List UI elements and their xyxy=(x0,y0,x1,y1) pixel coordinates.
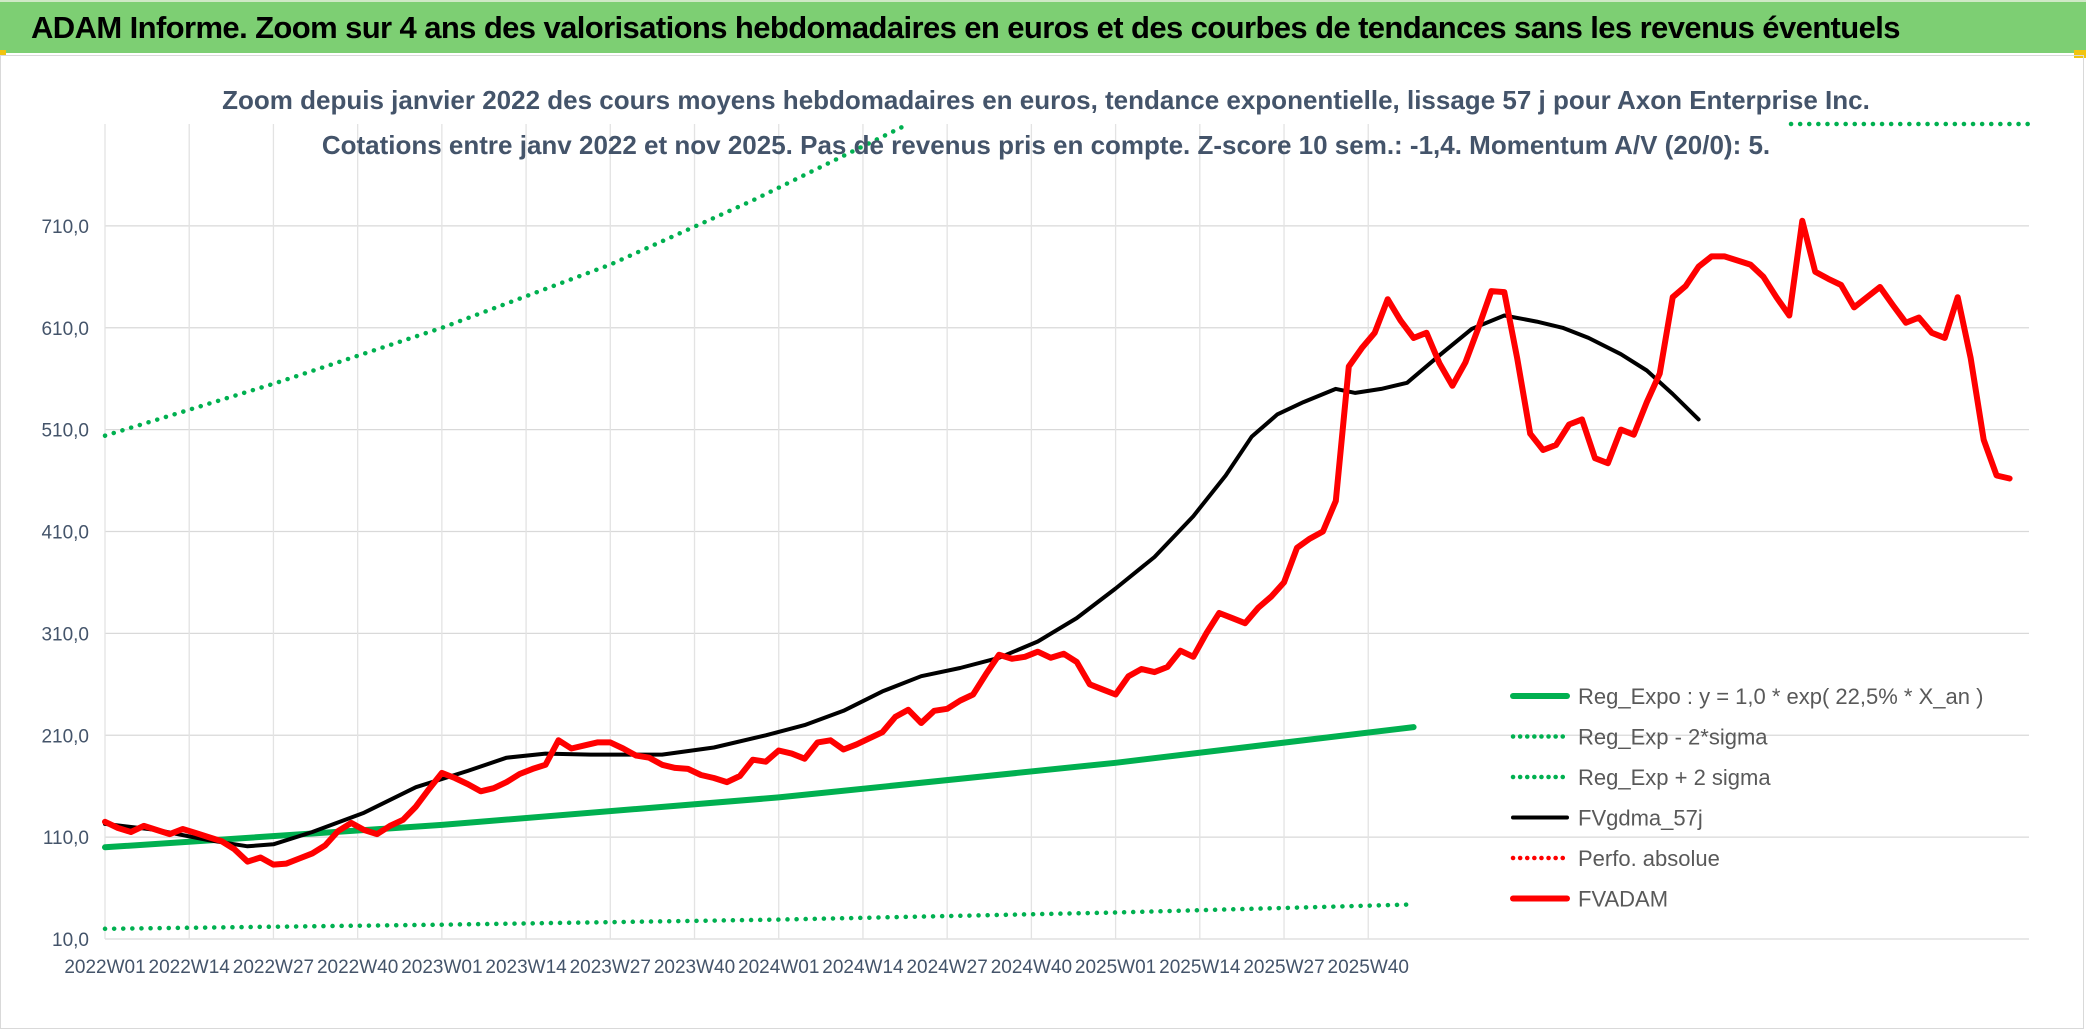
x-tick-label: 2024W14 xyxy=(822,957,904,978)
y-tick-label: 110,0 xyxy=(43,828,89,849)
x-tick-label: 2022W01 xyxy=(64,957,145,978)
x-tick-label: 2023W01 xyxy=(401,957,482,978)
y-tick-label: 410,0 xyxy=(41,523,89,544)
line-chart: Zoom depuis janvier 2022 des cours moyen… xyxy=(41,85,2032,978)
chart-title-line-1: Zoom depuis janvier 2022 des cours moyen… xyxy=(222,85,1870,115)
series-line-3 xyxy=(103,313,1701,849)
legend-label: Reg_Exp + 2 sigma xyxy=(1578,765,1771,790)
y-tick-label: 210,0 xyxy=(41,726,89,747)
report-title: ADAM Informe. Zoom sur 4 ans des valoris… xyxy=(31,10,1901,45)
y-tick-label: 10,0 xyxy=(52,930,89,951)
grid-layer xyxy=(104,124,2029,940)
legend-label: FVADAM xyxy=(1578,887,1668,912)
x-tick-label: 2022W27 xyxy=(233,957,314,978)
x-tick-label: 2022W14 xyxy=(149,957,231,978)
y-tick-label: 710,0 xyxy=(41,217,89,238)
banner-accent-right xyxy=(2074,50,2086,58)
x-tick-label: 2025W27 xyxy=(1243,957,1324,978)
x-tick-label: 2023W14 xyxy=(485,957,567,978)
x-axis-ticks: 2022W01 2022W14 2022W27 2022W40 2023W01 2023W… xyxy=(64,957,1409,978)
x-tick-label: 2025W14 xyxy=(1159,957,1241,978)
x-tick-label: 2024W01 xyxy=(738,957,819,978)
x-tick-label: 2022W40 xyxy=(317,957,398,978)
y-tick-label: 310,0 xyxy=(41,624,89,645)
series-layer xyxy=(102,121,2032,932)
legend-label: Reg_Exp - 2*sigma xyxy=(1578,725,1768,750)
report-banner: ADAM Informe. Zoom sur 4 ans des valoris… xyxy=(0,0,2086,53)
series-line-1 xyxy=(102,902,1416,932)
x-tick-label: 2024W27 xyxy=(906,957,987,978)
y-tick-label: 510,0 xyxy=(41,421,89,442)
x-tick-label: 2023W27 xyxy=(570,957,651,978)
y-axis-ticks: 10,0 110,0 210,0 310,0 410,0 510,0 610,0 710,0 xyxy=(41,217,89,951)
legend-label: Reg_Expo : y = 1,0 * exp( 22,5% * X_an ) xyxy=(1578,684,1983,709)
banner-accent-left xyxy=(0,50,6,55)
x-tick-label: 2023W40 xyxy=(654,957,735,978)
legend-label: Perfo. absolue xyxy=(1578,846,1720,871)
legend-label: FVgdma_57j xyxy=(1578,806,1703,831)
chart-legend: Reg_Expo : y = 1,0 * exp( 22,5% * X_an )… xyxy=(1510,684,1983,912)
x-tick-label: 2024W40 xyxy=(991,957,1072,978)
x-tick-label: 2025W01 xyxy=(1075,957,1156,978)
series-line-0 xyxy=(102,724,1417,851)
chart-title-line-2: Cotations entre janv 2022 et nov 2025. P… xyxy=(322,130,1770,160)
series-line-2 xyxy=(102,121,911,438)
chart-frame: Zoom depuis janvier 2022 des cours moyen… xyxy=(0,55,2084,1029)
y-tick-label: 610,0 xyxy=(41,319,89,340)
series-line-5 xyxy=(102,217,2013,868)
x-tick-label: 2025W40 xyxy=(1328,957,1409,978)
